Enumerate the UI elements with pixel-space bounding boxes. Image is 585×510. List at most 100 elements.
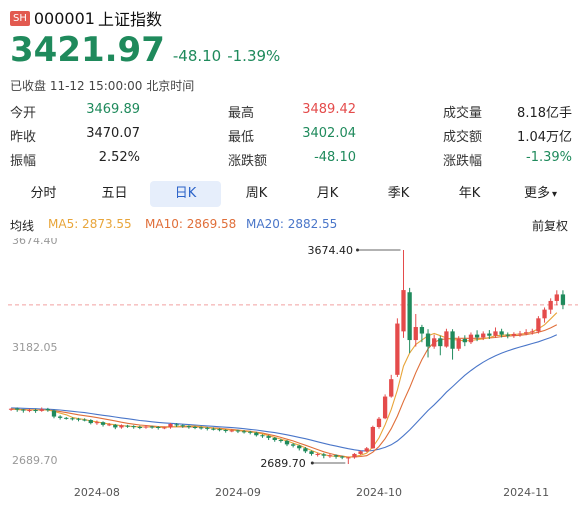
market-badge: SH [10,10,30,26]
tab-monthly-k[interactable]: 月K [316,186,339,201]
x-tick-label: 2024-10 [356,486,402,499]
candle-body [389,379,394,397]
candle-body [27,410,32,412]
chevron-down-icon: ▾ [551,189,558,200]
candle-body [229,430,234,432]
candle-body [542,309,547,319]
candle-body [364,448,369,452]
candle-body [438,338,443,347]
candle-body [358,451,363,454]
candle-body [113,424,118,428]
candle-body [493,331,498,336]
candle-body [346,457,351,459]
tab-weekly-k[interactable]: 周K [245,186,268,201]
candle-body [254,432,259,436]
y-tick-label: 2689.70 [12,454,58,467]
candle-body [156,426,161,428]
candle-body [76,418,81,420]
stat-high-label: 最高 [228,106,255,121]
candle-body [315,453,320,455]
stats-row-1: 今开 3469.89 最高 3489.42 成交量 8.18亿手 [10,102,575,126]
candle-body [211,428,216,430]
legend-ma20: MA20: 2882.55 [246,217,338,231]
x-tick-label: 2024-08 [74,486,120,499]
candle-body [327,455,333,457]
candle-body [174,424,179,426]
candle-body [370,426,375,449]
candle-body [8,408,14,410]
candlestick-chart[interactable]: 3674.40 3182.05 2689.70 3674.40 2689.70 2024-… [0,238,585,510]
candle-body [284,440,290,445]
price-row: 3421.97 -48.10 -1.39% [10,30,280,70]
price-change: -48.10 [172,47,222,65]
tab-daily-k[interactable]: 日K [150,181,221,207]
candle-body [88,420,93,424]
candle-body [266,436,271,438]
candle-body [444,331,449,347]
stat-turnover-label: 成交额 [443,130,483,145]
candle-body [260,435,265,437]
candle-body [309,451,314,454]
candle-body [511,333,517,336]
candle-body [481,333,486,338]
stat-low-label: 最低 [228,130,255,145]
x-tick-label: 2024-09 [215,486,261,499]
candle-body [205,427,210,429]
stat-open-value: 3469.89 [86,102,140,117]
candle-body [278,440,284,442]
candle-body [505,334,510,336]
candle-body [536,318,541,332]
candle-body [168,423,173,428]
candle-body [119,425,124,428]
stat-change-label: 涨跌额 [228,154,268,169]
candle-body [523,332,529,334]
candle-body [64,417,69,419]
candle-body [321,454,326,456]
candle-body [376,418,382,427]
candle-body [487,333,492,336]
candle-body [401,290,406,332]
candle-body [217,429,222,431]
candle-body [192,426,198,428]
stat-change-value: -48.10 [314,150,356,165]
tab-yearly-k[interactable]: 年K [458,186,481,201]
high-annotation-label: 3674.40 [308,244,354,257]
candle-body [70,418,75,420]
candle-body [162,427,167,429]
tab-more[interactable]: 更多 ▾ [505,181,576,207]
legend-type[interactable]: 均线 [10,219,35,233]
candle-body [15,408,20,410]
adjust-toggle[interactable]: 前复权 [532,219,569,233]
candle-body [303,448,308,452]
low-annotation-label: 2689.70 [260,457,306,470]
candle-body [51,410,57,417]
market-status: 已收盘 11-12 15:00:00 北京时间 [10,79,195,93]
candle-body [413,327,418,341]
candle-body [297,445,302,449]
candle-body [186,426,192,428]
candle-body [468,334,474,343]
stat-high-value: 3489.42 [302,102,356,117]
stats-row-3: 振幅 2.52% 涨跌额 -48.10 涨跌幅 -1.39% [10,150,575,174]
candle-body [39,409,44,411]
candle-body [407,292,412,341]
stat-turnover-value: 1.04万亿 [517,130,572,145]
candle-body [560,294,566,305]
candle-body [235,430,241,432]
stat-prevclose-value: 3470.07 [86,126,140,141]
price-change-pct: -1.39% [227,47,281,65]
stock-code: 000001 [33,8,95,28]
header: SH 000001 上证指数 [10,6,162,30]
candle-body [395,323,400,375]
tab-five-day[interactable]: 五日 [101,186,128,201]
candle-body [33,410,38,412]
candle-body [548,300,553,310]
candle-body [333,455,339,457]
high-annotation-dot [356,248,360,252]
candle-body [554,294,559,301]
candle-body [149,426,155,428]
tab-timeshare[interactable]: 分时 [30,186,57,201]
legend-ma10: MA10: 2869.58 [145,217,237,231]
stock-name: 上证指数 [97,10,162,29]
tab-quarterly-k[interactable]: 季K [387,186,410,201]
